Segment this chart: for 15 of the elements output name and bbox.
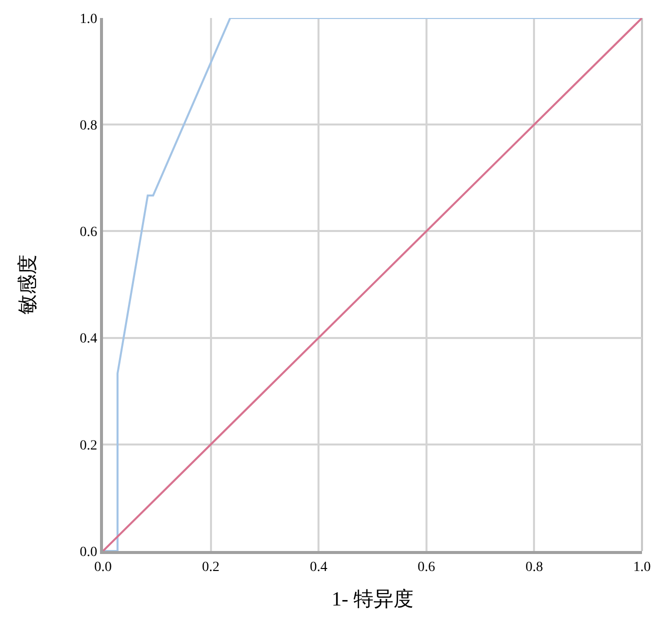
x-tick-label: 0.6 — [418, 560, 436, 575]
y-tick-label: 0.0 — [80, 544, 98, 560]
y-tick-label: 0.8 — [80, 118, 98, 134]
y-tick-label: 0.6 — [80, 225, 98, 240]
y-tick-label: 1.0 — [80, 12, 98, 27]
x-tick-label: 0.4 — [310, 560, 328, 575]
y-tick-label: 0.4 — [80, 332, 98, 347]
x-tick-label: 1.0 — [633, 560, 651, 575]
y-axis-title: 敏感度 — [17, 254, 40, 314]
x-axis-title: 1- 特异度 — [332, 588, 414, 610]
line-series — [103, 18, 642, 551]
x-tick-label: 0.8 — [525, 560, 543, 575]
x-tick-label: 0.0 — [94, 560, 112, 575]
y-tick-label: 0.2 — [80, 438, 98, 454]
x-tick-label: 0.2 — [202, 560, 220, 575]
